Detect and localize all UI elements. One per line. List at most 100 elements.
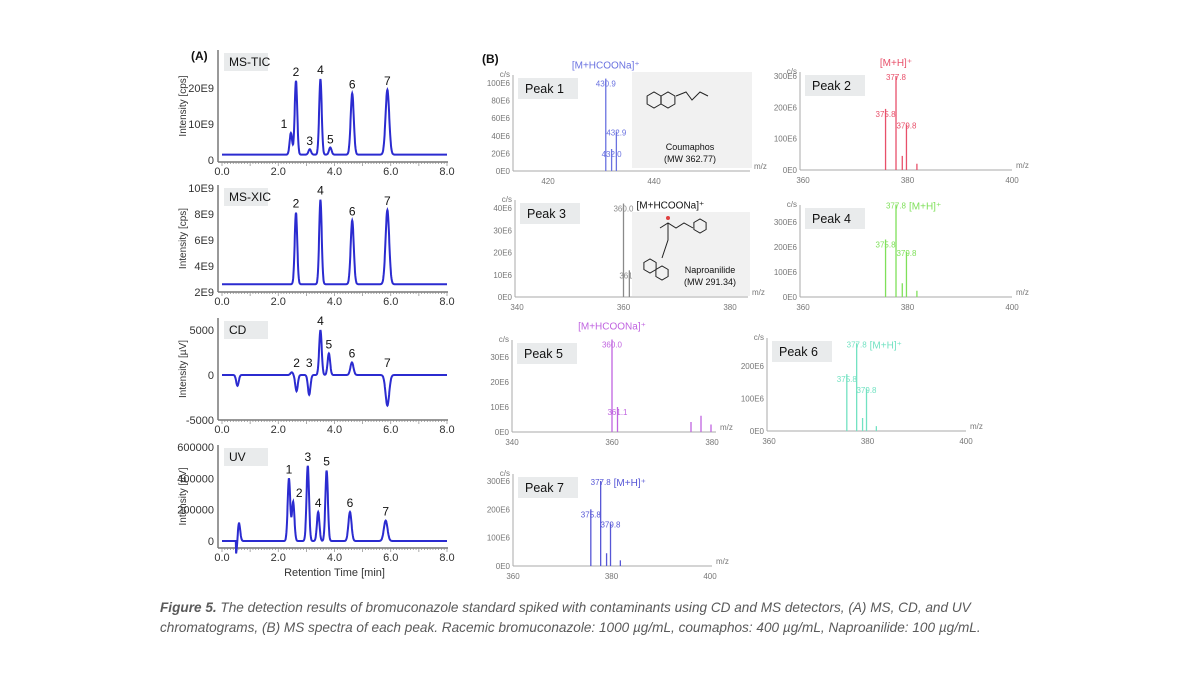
chromatogram-trace — [222, 199, 447, 286]
compound-name: Coumaphos — [666, 142, 715, 152]
spectrum-peak-6: c/s m/z 0E0 100E6 200E6 360 380 400 Peak 6 375.8 3… — [741, 333, 983, 446]
peak-title: Peak 4 — [812, 212, 851, 226]
y-tick-label: 200E6 — [774, 243, 798, 252]
x-tick-label: 340 — [510, 303, 524, 312]
spectrum-line-label: 432.9 — [606, 128, 627, 137]
peak-label: 6 — [349, 346, 356, 360]
structure-box — [632, 212, 750, 296]
y-tick-label: 400000 — [177, 473, 214, 485]
peak-label: 6 — [349, 77, 356, 91]
x-unit: m/z — [716, 557, 729, 566]
x-tick-label: 6.0 — [383, 424, 398, 436]
y-tick-label: 10E9 — [188, 119, 214, 131]
y-unit: c/s — [787, 67, 797, 76]
x-tick-label: 400 — [959, 437, 973, 446]
spectrum-line-label: 379.8 — [856, 386, 877, 395]
y-tick-label: 40E6 — [493, 204, 512, 213]
chromatogram-trace — [222, 465, 447, 554]
peak-title-box — [517, 343, 577, 364]
ring — [643, 258, 657, 274]
x-axis-label: Retention Time [min] — [284, 567, 385, 579]
y-unit: c/s — [754, 333, 764, 342]
y-axis-label: Intensity [µV] — [178, 340, 189, 398]
compound-name: Naproanilide — [685, 265, 736, 275]
y-tick-label: 0E0 — [496, 167, 511, 176]
spectrum-peak-4: c/s m/z 0E0 100E6 200E6 300E6 360 380 400 Peak 4 3… — [774, 200, 1029, 312]
compound-structure: Coumaphos (MW 362.77) — [632, 72, 752, 168]
ring — [693, 218, 707, 234]
x-tick-label: 0.0 — [214, 424, 229, 436]
panel-title: MS-TIC — [229, 55, 271, 69]
y-unit: c/s — [502, 195, 512, 204]
y-tick-label: 100E6 — [774, 268, 798, 277]
x-tick-label: 0.0 — [214, 296, 229, 308]
spectrum-line-label: 375.8 — [876, 110, 897, 119]
y-tick-label: 4E9 — [194, 261, 214, 273]
y-tick-label: 20E6 — [493, 249, 512, 258]
y-tick-label: 100E6 — [487, 534, 511, 543]
x-tick-label: 8.0 — [439, 424, 454, 436]
y-tick-label: 0E0 — [783, 166, 798, 175]
y-unit: c/s — [500, 70, 510, 79]
x-tick-label: 400 — [1005, 303, 1019, 312]
y-tick-label: 10E9 — [188, 183, 214, 195]
x-tick-label: 360 — [605, 438, 619, 447]
ion-label: [M+H]⁺ — [870, 340, 902, 351]
peak-label: 1 — [281, 117, 288, 131]
spectrum-line-label: 379.8 — [896, 122, 917, 131]
x-tick-label: 2.0 — [271, 296, 286, 308]
y-tick-label: 80E6 — [491, 97, 510, 106]
x-tick-label: 6.0 — [383, 552, 398, 564]
ion-label: [M+H]⁺ — [880, 58, 912, 69]
spectrum-line-label: 377.8 — [886, 73, 907, 82]
x-tick-label: 0.0 — [214, 552, 229, 564]
x-tick-label: 400 — [1005, 176, 1019, 185]
y-unit: c/s — [787, 200, 797, 209]
x-tick-label: 0.0 — [214, 166, 229, 178]
y-tick-label: 60E6 — [491, 114, 510, 123]
panel-title: MS-XIC — [229, 190, 271, 204]
ring — [655, 265, 669, 281]
chiral-center-marker — [666, 216, 670, 220]
peak-label: 7 — [384, 74, 391, 88]
ion-label: [M+HCOONa]⁺ — [572, 61, 640, 72]
figure-caption: Figure 5. The detection results of bromu… — [160, 598, 1040, 638]
x-tick-label: 380 — [705, 438, 719, 447]
chromatogram-uv: 0.0 2.0 4.0 6.0 8.0 0 200000 400000 600000 Intens… — [177, 442, 454, 579]
y-axis-label: Intensity [cps] — [178, 208, 189, 269]
spectrum-line-label: 361.1 — [619, 271, 640, 280]
spectrum-line-label: 375.8 — [837, 375, 858, 384]
spectrum-line-label: 360.0 — [602, 341, 623, 350]
y-tick-label: 20E6 — [491, 149, 510, 158]
x-tick-label: 360 — [796, 303, 810, 312]
peak-title-box — [772, 341, 832, 362]
peak-label: 7 — [384, 356, 391, 370]
y-tick-label: 0 — [208, 536, 214, 548]
spectrum-line-label: 377.8 — [847, 340, 868, 349]
peak-label: 4 — [317, 63, 324, 77]
peak-title: Peak 3 — [527, 207, 566, 221]
peak-label: 2 — [293, 197, 300, 211]
x-tick-label: 340 — [505, 438, 519, 447]
peak-label: 6 — [347, 496, 354, 510]
y-axis-label: Intensity [µV] — [178, 467, 189, 525]
y-unit: c/s — [500, 469, 510, 478]
y-tick-label: 10E6 — [490, 403, 509, 412]
spectrum-line-label: 375.8 — [581, 510, 602, 519]
peak-title: Peak 6 — [779, 345, 818, 359]
peak-label: 2 — [293, 65, 300, 79]
y-axis-label: Intensity [cps] — [178, 75, 189, 136]
x-tick-label: 380 — [901, 176, 915, 185]
y-tick-label: 20E6 — [490, 378, 509, 387]
panel-title-box — [224, 188, 268, 206]
y-tick-label: 0E0 — [783, 293, 798, 302]
y-tick-label: 200E6 — [774, 103, 798, 112]
spectrum-line-label: 377.8 — [591, 478, 612, 487]
peak-label: 2 — [296, 486, 303, 500]
x-tick-label: 400 — [703, 572, 717, 581]
peak-label: 4 — [315, 496, 322, 510]
compound-mw: (MW 362.77) — [664, 154, 716, 164]
